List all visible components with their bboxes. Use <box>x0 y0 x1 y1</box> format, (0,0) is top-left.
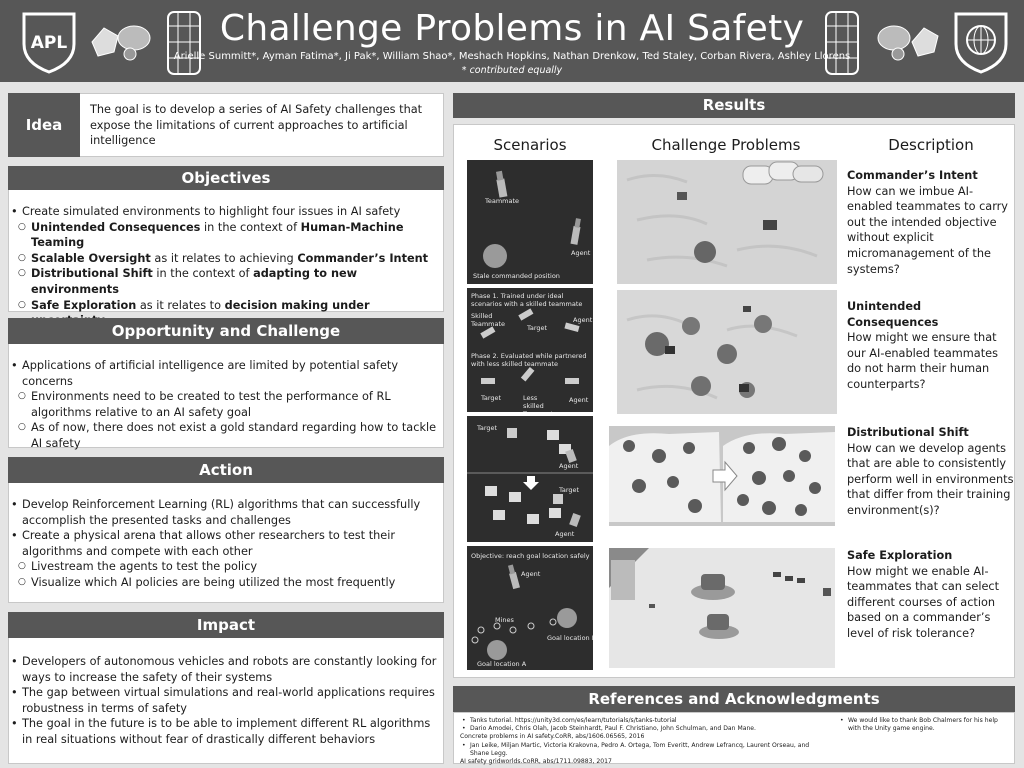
col-challenge-problems: Challenge Problems <box>651 136 801 154</box>
list-item: Create simulated environments to highlig… <box>8 204 438 220</box>
list-item: As of now, there does not exist a gold s… <box>8 420 438 451</box>
acknowledgment-text: We would like to thank Bob Chalmers for … <box>838 717 1010 733</box>
scenario-label: Agent <box>571 249 591 257</box>
list-item: Develop Reinforcement Learning (RL) algo… <box>8 497 438 528</box>
author-list: Arielle Summitt*, Ayman Fatima*, Ji Pak*… <box>173 51 851 62</box>
scenario-label: Agent <box>521 570 541 578</box>
references-list: Tanks tutorial. https://unity3d.com/es/l… <box>460 717 820 766</box>
apl-logo-text: APL <box>31 33 68 53</box>
scenario-label: Target <box>527 324 548 332</box>
scenario-diagram <box>483 170 581 268</box>
scenario-label: Objective: reach goal location safely <box>471 552 590 560</box>
scenario-label: Mines <box>495 616 514 624</box>
description-distributional-shift: Distributional Shift How can we develop … <box>847 425 1015 519</box>
reference-item: Dario Amodei, Chris Olah, Jacob Steinhar… <box>460 725 820 733</box>
scenario-label: Agent <box>555 530 575 538</box>
description-text: How can we imbue AI-enabled teammates to… <box>847 184 1008 276</box>
list-item: The goal in the future is to be able to … <box>8 716 438 747</box>
description-text: How might we ensure that our AI-enabled … <box>847 331 998 391</box>
opportunity-list: Applications of artificial intelligence … <box>8 358 438 452</box>
list-item: Unintended Consequences in the context o… <box>8 220 438 251</box>
list-item: Environments need to be created to test … <box>8 389 438 420</box>
objectives-title: Objectives <box>8 166 444 190</box>
scenario-label: Goal location A <box>477 660 527 668</box>
list-item: Scalable Oversight as it relates to achi… <box>8 251 438 267</box>
scenario-diagram <box>467 428 593 528</box>
challenge-safe-exploration-image <box>609 548 835 668</box>
impact-list: Developers of autonomous vehicles and ro… <box>8 654 438 748</box>
idea-panel <box>8 93 444 157</box>
list-item: Visualize which AI policies are being ut… <box>8 575 438 591</box>
col-description: Description <box>888 136 974 154</box>
scenario-label: Goal location B <box>547 634 593 642</box>
scenario-commanders-intent: Teammate Agent Stale commanded position <box>467 160 593 284</box>
scenario-label: Agent <box>573 316 593 324</box>
list-item: Developers of autonomous vehicles and ro… <box>8 654 438 685</box>
list-item: Livestream the agents to test the policy <box>8 559 438 575</box>
scenario-label: Phase 2. Evaluated while partnered with … <box>471 352 587 368</box>
geo-shapes-icon <box>91 25 151 61</box>
list-item: Distributional Shift in the context of a… <box>8 266 438 297</box>
results-title: Results <box>453 93 1015 118</box>
university-shield-icon <box>954 12 1008 74</box>
scenario-label: Phase 1. Trained under ideal scenarios w… <box>471 292 583 308</box>
description-title: Safe Exploration <box>847 549 953 562</box>
idea-text: The goal is to develop a series of AI Sa… <box>90 103 423 148</box>
description-commanders-intent: Commander’s Intent How can we imbue AI-e… <box>847 168 1015 277</box>
description-safe-exploration: Safe Exploration How might we enable AI-… <box>847 548 1015 642</box>
scene-render <box>617 290 837 414</box>
list-item: Create a physical arena that allows othe… <box>8 528 438 559</box>
scene-render <box>609 548 835 668</box>
contribution-note: * contributed equally <box>461 65 563 76</box>
reference-item: Jan Leike, Miljan Martic, Victoria Krako… <box>460 742 820 758</box>
action-title: Action <box>8 457 444 483</box>
scenario-label: Stale commanded position <box>473 272 560 280</box>
scene-render <box>609 426 835 526</box>
action-list: Develop Reinforcement Learning (RL) algo… <box>8 497 438 591</box>
poster-header: APL Challenge Problems in AI Safety Arie… <box>0 0 1024 82</box>
challenge-commanders-intent-image <box>617 160 837 284</box>
scenario-label: Agent <box>559 462 579 470</box>
col-scenarios: Scenarios <box>493 136 567 154</box>
list-item: The gap between virtual simulations and … <box>8 685 438 716</box>
acknowledgments: We would like to thank Bob Chalmers for … <box>838 717 1010 733</box>
references-panel: Tanks tutorial. https://unity3d.com/es/l… <box>453 712 1015 766</box>
poster-title: Challenge Problems in AI Safety <box>219 8 805 49</box>
description-title: Unintended Consequences <box>847 300 939 329</box>
scenario-label: Agent <box>569 396 589 404</box>
scenario-label: Less skilled Teammate <box>523 394 557 412</box>
scenario-label: Skilled Teammate <box>471 312 506 328</box>
description-title: Distributional Shift <box>847 426 969 439</box>
references-title: References and Acknowledgments <box>453 686 1015 713</box>
scenario-unintended-consequences: Phase 1. Trained under ideal scenarios w… <box>467 288 593 412</box>
scenario-label: Target <box>481 394 502 402</box>
reference-item: Concrete problems in AI safety.CoRR, abs… <box>460 733 645 741</box>
scenario-safe-exploration: Objective: reach goal location safely Ag… <box>467 546 593 670</box>
geo-shapes-icon-right <box>877 25 939 61</box>
description-title: Commander’s Intent <box>847 169 978 182</box>
scene-render <box>617 160 837 284</box>
idea-label: Idea <box>8 93 80 157</box>
scenario-diagram <box>471 564 577 660</box>
challenge-distributional-shift-image <box>609 426 835 526</box>
scenario-label: Teammate <box>485 197 520 205</box>
description-text: How can we develop agents that are able … <box>847 441 1014 517</box>
scenario-distributional-shift: Target Agent Target Agent <box>467 416 593 542</box>
reference-item: Tanks tutorial. https://unity3d.com/es/l… <box>460 717 820 725</box>
scenario-diagram <box>480 308 580 384</box>
reference-item: AI safety gridworlds.CoRR, abs/1711.0988… <box>460 758 612 766</box>
tower-icon <box>167 11 201 75</box>
apl-logo-icon: APL <box>22 12 76 74</box>
impact-title: Impact <box>8 612 444 638</box>
description-unintended-consequences: Unintended Consequences How might we ens… <box>847 299 1015 393</box>
tower-icon-right <box>825 11 859 75</box>
list-item: Applications of artificial intelligence … <box>8 358 438 389</box>
scenario-label: Target <box>559 486 580 494</box>
challenge-unintended-consequences-image <box>617 290 837 414</box>
scenario-label: Target <box>477 424 498 432</box>
description-text: How might we enable AI-teammates that ca… <box>847 564 1000 640</box>
opportunity-title: Opportunity and Challenge <box>8 318 444 344</box>
